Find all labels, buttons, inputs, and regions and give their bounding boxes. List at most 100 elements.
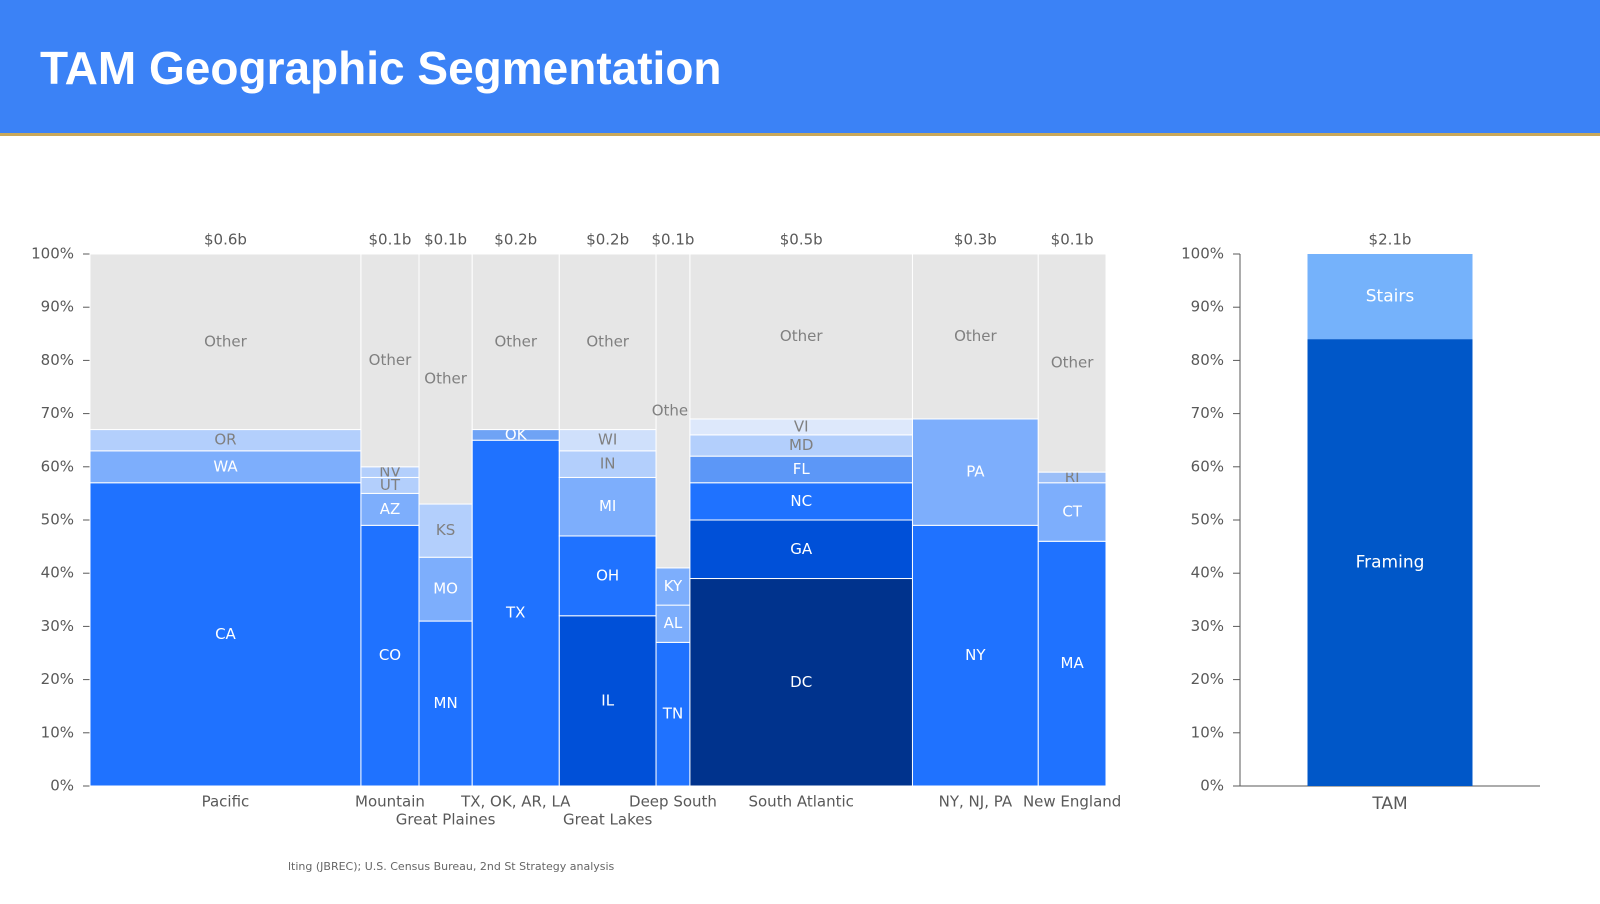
segment	[418, 556, 473, 622]
y-tick-label: 70%	[41, 404, 74, 422]
segment-label: KS	[436, 521, 455, 539]
bar-segment	[1307, 339, 1473, 786]
segment	[360, 492, 420, 526]
segment	[911, 524, 1039, 787]
segment-label: NY	[965, 646, 986, 664]
segment-label: Other	[954, 327, 997, 345]
y-tick-label: 40%	[1191, 564, 1224, 582]
segment-label: VI	[794, 417, 809, 435]
x-tick-label: Mountain	[355, 793, 425, 811]
column-total: $0.2b	[586, 231, 629, 249]
segment-label: MN	[434, 694, 458, 712]
y-tick-label: 0%	[1200, 777, 1224, 795]
segment-label: NC	[790, 492, 812, 510]
segment-label: CO	[379, 646, 401, 664]
x-tick-label: NY, NJ, PA	[939, 793, 1013, 811]
segment-label: MO	[433, 580, 458, 598]
segment-label: Other	[369, 351, 412, 369]
segment-label: FL	[793, 460, 811, 478]
segment	[89, 253, 362, 431]
segment-label: DC	[790, 673, 812, 691]
segment	[471, 439, 560, 787]
column-total: $0.1b	[652, 231, 695, 249]
segment-label: AL	[664, 614, 683, 632]
segment-label: GA	[790, 540, 813, 558]
segment-label: IL	[601, 691, 614, 709]
y-tick-label: 30%	[41, 617, 74, 635]
y-tick-label: 90%	[1191, 298, 1224, 316]
segment-label: WI	[598, 431, 617, 449]
x-tick-label: Deep South	[629, 793, 717, 811]
y-tick-label: 60%	[41, 457, 74, 475]
y-tick-label: 20%	[41, 670, 74, 688]
segment-label: MI	[599, 497, 616, 515]
segment	[558, 615, 657, 787]
column-total: $0.1b	[369, 231, 412, 249]
segment-label: TX	[505, 604, 525, 622]
column-total: $0.2b	[494, 231, 537, 249]
segment	[471, 253, 560, 431]
column-total: $0.1b	[1051, 231, 1094, 249]
segment-label: UT	[380, 476, 401, 494]
y-tick-label: 10%	[1191, 723, 1224, 741]
segment-label: IN	[600, 455, 616, 473]
column-total: $0.3b	[954, 231, 997, 249]
x-tick-label: South Atlantic	[748, 793, 853, 811]
segment-label: MD	[789, 436, 814, 454]
y-tick-label: 80%	[41, 351, 74, 369]
y-tick-label: 0%	[50, 777, 74, 795]
y-tick-label: 30%	[1191, 617, 1224, 635]
footnote: lting (JBREC); U.S. Census Bureau, 2nd S…	[288, 860, 615, 873]
segment-label: Other	[652, 401, 695, 419]
bar-segment	[1307, 254, 1473, 340]
segment	[360, 524, 420, 787]
y-tick-label: 80%	[1191, 351, 1224, 369]
y-tick-label: 50%	[41, 511, 74, 529]
segment	[558, 253, 657, 431]
y-tick-label: 100%	[31, 245, 74, 263]
segment-label: Framing	[1356, 553, 1425, 573]
y-tick-label: 70%	[1191, 404, 1224, 422]
segment	[689, 578, 913, 787]
header-rule	[0, 133, 1600, 136]
segment-label: CA	[215, 625, 236, 643]
y-tick-label: 60%	[1191, 457, 1224, 475]
x-tick-label: Great Lakes	[563, 811, 652, 829]
segment	[689, 253, 913, 420]
segment	[558, 535, 657, 617]
segment-label: MA	[1061, 654, 1085, 672]
segment	[418, 503, 473, 558]
segment-label: WA	[213, 457, 238, 475]
segment	[911, 253, 1039, 420]
y-tick-label: 40%	[41, 564, 74, 582]
segment-label: Other	[586, 332, 629, 350]
segment-label: Other	[780, 327, 823, 345]
segment-label: AZ	[380, 500, 401, 518]
segment	[418, 620, 473, 787]
segment	[1037, 253, 1107, 473]
segment-label: OH	[596, 566, 619, 584]
y-tick-label: 20%	[1191, 670, 1224, 688]
segment	[89, 482, 362, 787]
segment-label: Other	[424, 370, 467, 388]
segment-label: OR	[214, 431, 236, 449]
y-tick-label: 10%	[41, 723, 74, 741]
x-tick-label: TAM	[1371, 794, 1407, 814]
x-tick-label: New England	[1023, 793, 1121, 811]
segment-label: Stairs	[1366, 287, 1415, 307]
segment	[360, 253, 420, 468]
segment	[689, 482, 913, 521]
segment	[911, 418, 1039, 526]
column-total: $0.5b	[780, 231, 823, 249]
segment	[1037, 482, 1107, 542]
segment-label: Other	[1051, 354, 1094, 372]
segment-label: KY	[664, 577, 683, 595]
column-total: $0.1b	[424, 231, 467, 249]
y-tick-label: 50%	[1191, 511, 1224, 529]
segment-label: TN	[662, 705, 683, 723]
slide-title: TAM Geographic Segmentation	[40, 42, 722, 94]
y-tick-label: 100%	[1181, 245, 1224, 263]
segment-label: Other	[204, 332, 247, 350]
